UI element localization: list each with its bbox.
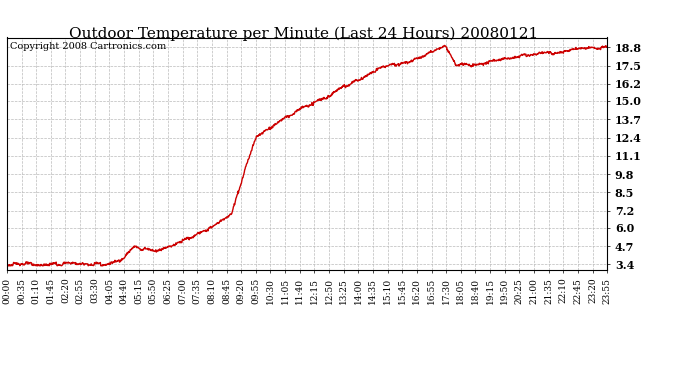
Text: Outdoor Temperature per Minute (Last 24 Hours) 20080121: Outdoor Temperature per Minute (Last 24 … <box>69 26 538 40</box>
Text: Copyright 2008 Cartronics.com: Copyright 2008 Cartronics.com <box>10 42 166 51</box>
